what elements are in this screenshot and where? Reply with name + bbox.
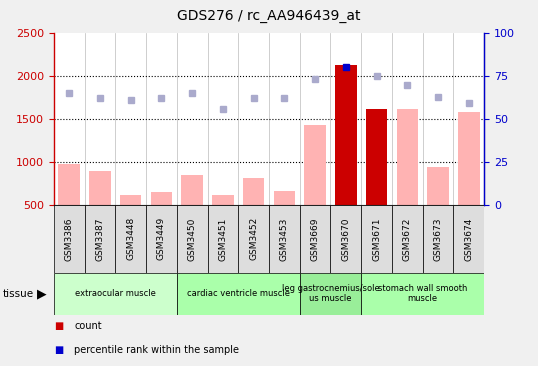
Text: percentile rank within the sample: percentile rank within the sample bbox=[74, 344, 239, 355]
Text: ■: ■ bbox=[54, 344, 63, 355]
Bar bbox=[54, 205, 84, 273]
Bar bbox=[212, 195, 233, 205]
Bar bbox=[335, 65, 357, 205]
Bar bbox=[84, 205, 115, 273]
Text: GSM3448: GSM3448 bbox=[126, 217, 135, 261]
Text: tissue: tissue bbox=[3, 289, 34, 299]
Bar bbox=[177, 205, 208, 273]
Bar bbox=[392, 205, 423, 273]
Text: extraocular muscle: extraocular muscle bbox=[75, 289, 155, 298]
Bar bbox=[300, 273, 361, 315]
Bar bbox=[427, 167, 449, 205]
Bar bbox=[423, 205, 454, 273]
Text: ▶: ▶ bbox=[37, 287, 46, 300]
Bar bbox=[243, 178, 264, 205]
Bar bbox=[397, 109, 418, 205]
Text: GSM3387: GSM3387 bbox=[95, 217, 104, 261]
Text: GSM3452: GSM3452 bbox=[249, 217, 258, 261]
Text: GSM3669: GSM3669 bbox=[310, 217, 320, 261]
Text: GSM3671: GSM3671 bbox=[372, 217, 381, 261]
Bar bbox=[151, 193, 172, 205]
Bar bbox=[89, 171, 111, 205]
Text: GSM3451: GSM3451 bbox=[218, 217, 228, 261]
Text: GSM3674: GSM3674 bbox=[464, 217, 473, 261]
Text: ■: ■ bbox=[54, 321, 63, 331]
Bar bbox=[454, 205, 484, 273]
Bar bbox=[59, 164, 80, 205]
Bar bbox=[330, 205, 361, 273]
Text: GDS276 / rc_AA946439_at: GDS276 / rc_AA946439_at bbox=[177, 9, 361, 23]
Text: GSM3673: GSM3673 bbox=[434, 217, 443, 261]
Text: GSM3672: GSM3672 bbox=[403, 217, 412, 261]
Bar bbox=[458, 112, 479, 205]
Text: GSM3450: GSM3450 bbox=[188, 217, 197, 261]
Text: count: count bbox=[74, 321, 102, 331]
Text: GSM3453: GSM3453 bbox=[280, 217, 289, 261]
Bar bbox=[366, 109, 387, 205]
Bar bbox=[146, 205, 177, 273]
Bar bbox=[208, 205, 238, 273]
Bar bbox=[361, 273, 484, 315]
Bar bbox=[181, 175, 203, 205]
Text: GSM3386: GSM3386 bbox=[65, 217, 74, 261]
Bar bbox=[361, 205, 392, 273]
Bar bbox=[54, 273, 177, 315]
Bar bbox=[274, 191, 295, 205]
Text: GSM3449: GSM3449 bbox=[157, 217, 166, 261]
Bar bbox=[305, 125, 326, 205]
Bar bbox=[300, 205, 330, 273]
Text: cardiac ventricle muscle: cardiac ventricle muscle bbox=[187, 289, 290, 298]
Bar bbox=[115, 205, 146, 273]
Bar bbox=[120, 195, 141, 205]
Text: stomach wall smooth
muscle: stomach wall smooth muscle bbox=[378, 284, 468, 303]
Bar bbox=[177, 273, 300, 315]
Bar bbox=[269, 205, 300, 273]
Bar bbox=[238, 205, 269, 273]
Text: GSM3670: GSM3670 bbox=[341, 217, 350, 261]
Text: leg gastrocnemius/sole
us muscle: leg gastrocnemius/sole us muscle bbox=[281, 284, 379, 303]
